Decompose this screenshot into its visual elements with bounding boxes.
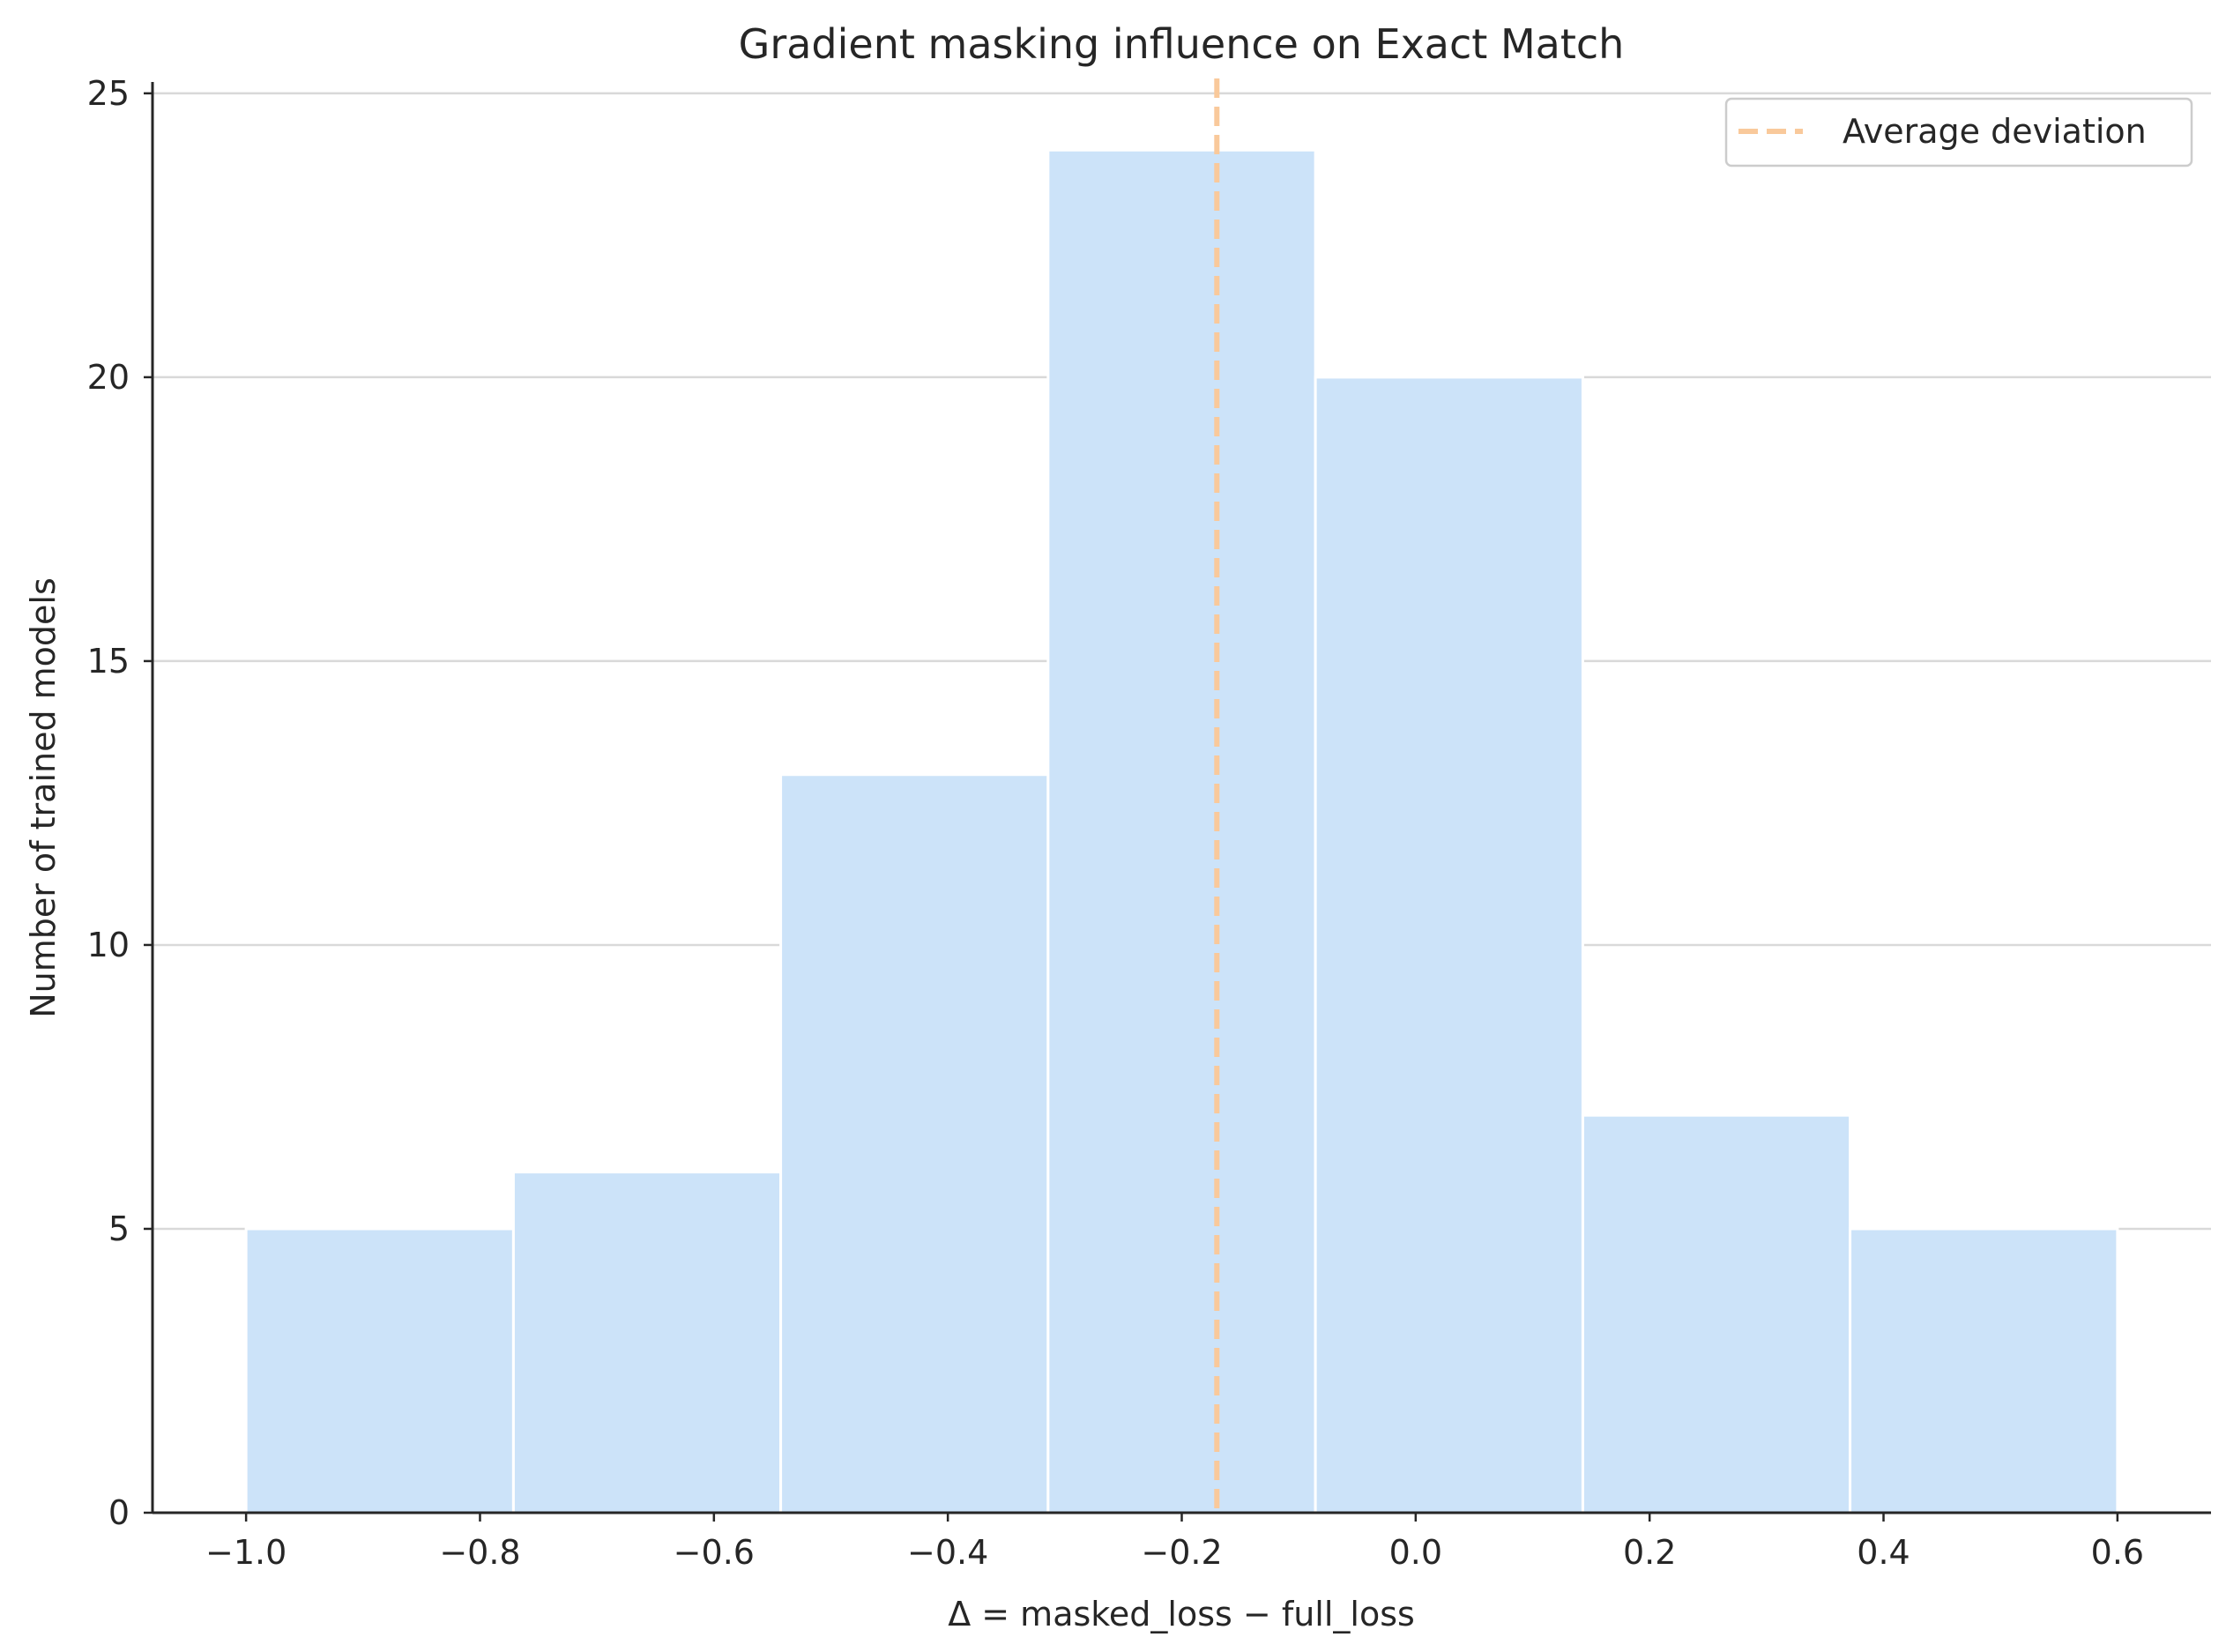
y-tick-label: 0 bbox=[108, 1493, 130, 1532]
x-tick-label: −1.0 bbox=[205, 1533, 287, 1572]
x-tick-label: −0.4 bbox=[907, 1533, 988, 1572]
y-tick-label: 10 bbox=[87, 926, 130, 964]
legend: Average deviation bbox=[1724, 97, 2193, 167]
legend-label-average-deviation: Average deviation bbox=[1843, 112, 2147, 151]
x-tick-label: 0.2 bbox=[1623, 1533, 1676, 1572]
histogram-bar-1 bbox=[244, 1227, 515, 1514]
y-tick-label: 15 bbox=[87, 642, 130, 681]
legend-box bbox=[1724, 97, 2193, 167]
histogram-bars bbox=[244, 148, 2119, 1514]
y-ticks: 0 5 10 15 20 25 bbox=[87, 74, 153, 1532]
histogram-bar-2 bbox=[511, 1171, 783, 1514]
histogram-bar-5 bbox=[1314, 376, 1584, 1514]
histogram-bar-7 bbox=[1849, 1227, 2119, 1514]
x-tick-label: 0.6 bbox=[2091, 1533, 2144, 1572]
chart-title: Gradient masking influence on Exact Matc… bbox=[739, 20, 1625, 68]
x-tick-label: −0.2 bbox=[1141, 1533, 1222, 1572]
y-tick-label: 20 bbox=[87, 358, 130, 397]
histogram-bar-4 bbox=[1046, 148, 1317, 1514]
x-tick-label: −0.6 bbox=[674, 1533, 755, 1572]
x-ticks: −1.0 −0.8 −0.6 −0.4 −0.2 0.0 0.2 0.4 0.6 bbox=[205, 1513, 2144, 1572]
x-tick-label: −0.8 bbox=[439, 1533, 520, 1572]
x-tick-label: 0.4 bbox=[1857, 1533, 1910, 1572]
y-tick-label: 5 bbox=[108, 1209, 130, 1248]
histogram-bar-3 bbox=[779, 773, 1050, 1514]
x-tick-label: 0.0 bbox=[1389, 1533, 1442, 1572]
y-tick-label: 25 bbox=[87, 74, 130, 113]
y-axis-label: Number of trained models bbox=[24, 577, 63, 1018]
x-axis-label: Δ = masked_loss − full_loss bbox=[948, 1595, 1415, 1633]
histogram-bar-6 bbox=[1581, 1113, 1852, 1514]
